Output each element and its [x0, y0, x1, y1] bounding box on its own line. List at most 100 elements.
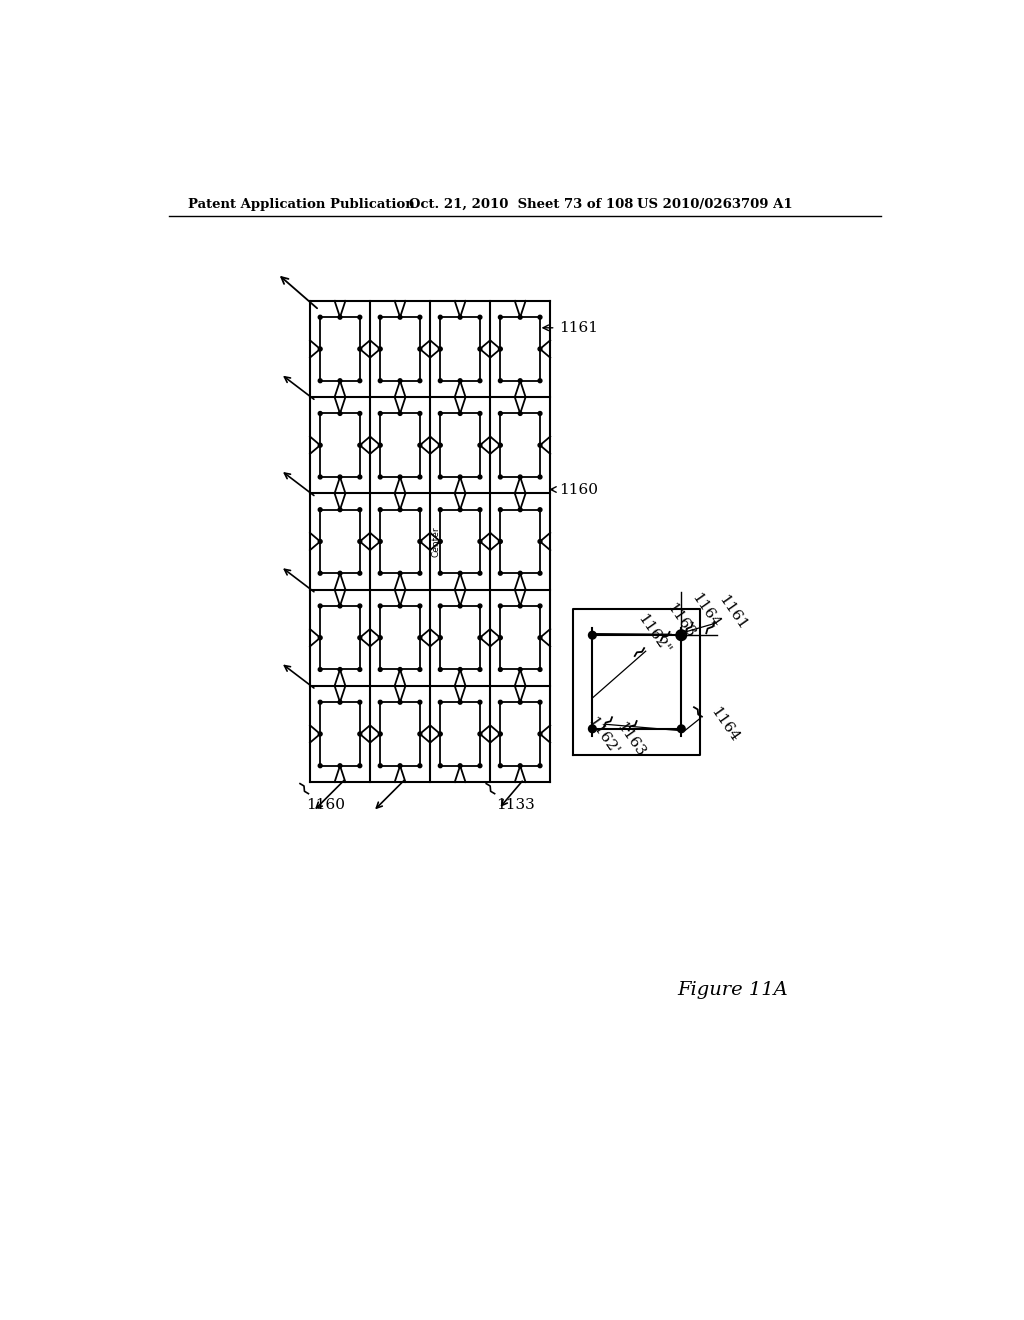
- Circle shape: [418, 444, 422, 447]
- Circle shape: [478, 508, 482, 512]
- Circle shape: [418, 668, 422, 672]
- Circle shape: [358, 764, 361, 768]
- Circle shape: [499, 475, 503, 479]
- Circle shape: [478, 636, 482, 640]
- Circle shape: [438, 508, 442, 512]
- Circle shape: [338, 475, 342, 479]
- Circle shape: [518, 315, 522, 319]
- Circle shape: [438, 444, 442, 447]
- Text: Center: Center: [432, 527, 440, 557]
- Circle shape: [518, 764, 522, 768]
- Circle shape: [478, 475, 482, 479]
- Circle shape: [478, 347, 482, 351]
- Circle shape: [378, 733, 382, 737]
- Circle shape: [499, 412, 503, 416]
- Circle shape: [538, 733, 542, 737]
- Text: 1160: 1160: [559, 483, 598, 496]
- Circle shape: [438, 764, 442, 768]
- Circle shape: [538, 347, 542, 351]
- Circle shape: [358, 347, 361, 351]
- Circle shape: [378, 636, 382, 640]
- Circle shape: [358, 572, 361, 576]
- Text: 1164: 1164: [708, 705, 742, 744]
- Circle shape: [418, 636, 422, 640]
- Circle shape: [499, 540, 503, 544]
- Text: 1133: 1133: [497, 799, 535, 812]
- Circle shape: [438, 605, 442, 609]
- Circle shape: [318, 764, 323, 768]
- Circle shape: [358, 605, 361, 609]
- Circle shape: [318, 379, 323, 383]
- Circle shape: [318, 508, 323, 512]
- Circle shape: [678, 725, 685, 733]
- Circle shape: [478, 701, 482, 704]
- Circle shape: [538, 605, 542, 609]
- Circle shape: [378, 605, 382, 609]
- Circle shape: [338, 668, 342, 672]
- Circle shape: [418, 475, 422, 479]
- Circle shape: [358, 315, 361, 319]
- Circle shape: [438, 347, 442, 351]
- Circle shape: [358, 475, 361, 479]
- Circle shape: [318, 412, 323, 416]
- Circle shape: [538, 701, 542, 704]
- Circle shape: [438, 733, 442, 737]
- Circle shape: [418, 764, 422, 768]
- Circle shape: [438, 540, 442, 544]
- Circle shape: [398, 508, 402, 512]
- Circle shape: [318, 668, 323, 672]
- Circle shape: [589, 725, 596, 733]
- Circle shape: [478, 605, 482, 609]
- Circle shape: [358, 508, 361, 512]
- Circle shape: [538, 444, 542, 447]
- Circle shape: [358, 540, 361, 544]
- Circle shape: [318, 540, 323, 544]
- Circle shape: [318, 475, 323, 479]
- Circle shape: [398, 572, 402, 576]
- Circle shape: [518, 379, 522, 383]
- Circle shape: [458, 508, 462, 512]
- Circle shape: [538, 379, 542, 383]
- Circle shape: [358, 379, 361, 383]
- Circle shape: [458, 412, 462, 416]
- Circle shape: [499, 572, 503, 576]
- Circle shape: [418, 733, 422, 737]
- Circle shape: [478, 668, 482, 672]
- Circle shape: [418, 379, 422, 383]
- Circle shape: [338, 605, 342, 609]
- Circle shape: [318, 315, 323, 319]
- Circle shape: [478, 764, 482, 768]
- Circle shape: [418, 701, 422, 704]
- Circle shape: [418, 508, 422, 512]
- Circle shape: [499, 668, 503, 672]
- Circle shape: [378, 347, 382, 351]
- Circle shape: [338, 508, 342, 512]
- Circle shape: [418, 540, 422, 544]
- Circle shape: [358, 733, 361, 737]
- Circle shape: [478, 540, 482, 544]
- Circle shape: [589, 631, 596, 639]
- Circle shape: [499, 636, 503, 640]
- Circle shape: [318, 347, 323, 351]
- Circle shape: [478, 379, 482, 383]
- Circle shape: [398, 764, 402, 768]
- Circle shape: [499, 379, 503, 383]
- Circle shape: [418, 347, 422, 351]
- Circle shape: [338, 764, 342, 768]
- Circle shape: [499, 733, 503, 737]
- Text: 1161: 1161: [559, 321, 598, 335]
- Circle shape: [518, 508, 522, 512]
- Circle shape: [458, 379, 462, 383]
- Circle shape: [538, 764, 542, 768]
- Circle shape: [438, 636, 442, 640]
- Circle shape: [518, 605, 522, 609]
- Circle shape: [418, 572, 422, 576]
- Circle shape: [438, 668, 442, 672]
- Circle shape: [458, 475, 462, 479]
- Circle shape: [518, 701, 522, 704]
- Circle shape: [378, 572, 382, 576]
- Circle shape: [358, 444, 361, 447]
- Circle shape: [538, 668, 542, 672]
- Text: 1160: 1160: [306, 799, 345, 812]
- Text: 1163: 1163: [664, 601, 697, 640]
